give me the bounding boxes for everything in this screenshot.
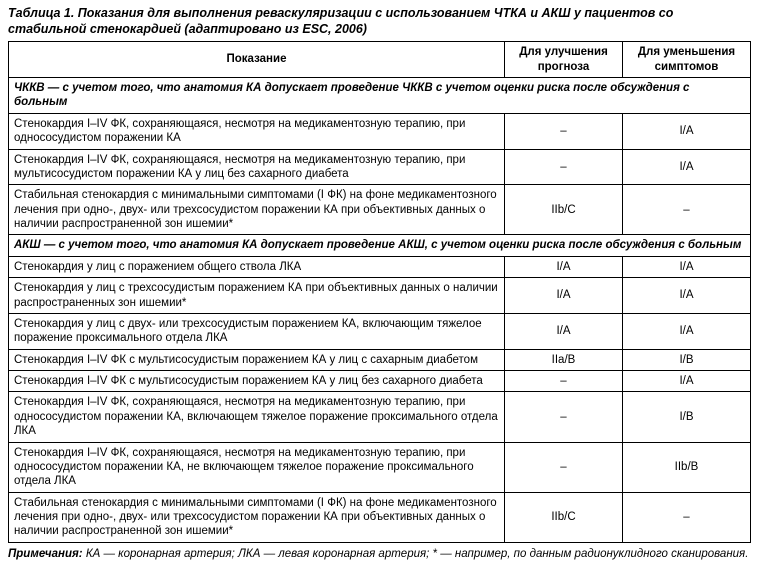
table-row: Стенокардия I–IV ФК, сохраняющаяся, несм… <box>9 442 751 492</box>
header-prognosis: Для улучшения прогноза <box>505 42 623 78</box>
header-indication: Показание <box>9 42 505 78</box>
cell-symptoms: I/A <box>623 113 751 149</box>
cell-symptoms: I/A <box>623 149 751 185</box>
section-cabg-title: АКШ — с учетом того, что анатомия КА доп… <box>9 235 751 256</box>
cell-prognosis: I/A <box>505 256 623 277</box>
cell-prognosis: – <box>505 392 623 442</box>
cell-symptoms: I/A <box>623 313 751 349</box>
cell-prognosis: I/A <box>505 313 623 349</box>
cell-indication: Стенокардия I–IV ФК, сохраняющаяся, несм… <box>9 113 505 149</box>
cell-prognosis: – <box>505 442 623 492</box>
table-row: Стабильная стенокардия с минимальными си… <box>9 185 751 235</box>
table-row: Стенокардия I–IV ФК с мультисосудистым п… <box>9 371 751 392</box>
cell-indication: Стенокардия I–IV ФК, сохраняющаяся, несм… <box>9 442 505 492</box>
cell-symptoms: I/B <box>623 392 751 442</box>
table-row: Стабильная стенокардия с минимальными си… <box>9 492 751 542</box>
notes-body: КА — коронарная артерия; ЛКА — левая кор… <box>83 548 749 560</box>
cell-prognosis: IIb/C <box>505 185 623 235</box>
cell-symptoms: – <box>623 185 751 235</box>
cell-prognosis: – <box>505 371 623 392</box>
cell-indication: Стабильная стенокардия с минимальными си… <box>9 185 505 235</box>
table-row: Стенокардия I–IV ФК, сохраняющаяся, несм… <box>9 392 751 442</box>
cell-symptoms: I/B <box>623 349 751 370</box>
cell-symptoms: – <box>623 492 751 542</box>
cell-indication: Стенокардия I–IV ФК с мультисосудистым п… <box>9 371 505 392</box>
table-row: Стенокардия I–IV ФК, сохраняющаяся, несм… <box>9 113 751 149</box>
section-pci-title: ЧККВ — с учетом того, что анатомия КА до… <box>9 78 751 114</box>
cell-prognosis: IIb/C <box>505 492 623 542</box>
header-symptoms: Для уменьшения симптомов <box>623 42 751 78</box>
cell-prognosis: – <box>505 113 623 149</box>
table-caption: Таблица 1. Показания для выполнения рева… <box>8 6 750 37</box>
cell-indication: Стенокардия у лиц с двух- или трехсосуди… <box>9 313 505 349</box>
cell-symptoms: IIb/B <box>623 442 751 492</box>
cell-indication: Стенокардия I–IV ФК с мультисосудистым п… <box>9 349 505 370</box>
table-row: Стенокардия у лиц с поражением общего ст… <box>9 256 751 277</box>
cell-indication: Стенокардия I–IV ФК, сохраняющаяся, несм… <box>9 392 505 442</box>
indications-table: Показание Для улучшения прогноза Для уме… <box>8 41 751 543</box>
table-notes: Примечания: КА — коронарная артерия; ЛКА… <box>8 547 750 561</box>
section-cabg: АКШ — с учетом того, что анатомия КА доп… <box>9 235 751 256</box>
cell-symptoms: I/A <box>623 371 751 392</box>
cell-symptoms: I/A <box>623 278 751 314</box>
notes-lead: Примечания: <box>8 548 83 560</box>
cell-indication: Стенокардия у лиц с трехсосудистым пораж… <box>9 278 505 314</box>
section-pci: ЧККВ — с учетом того, что анатомия КА до… <box>9 78 751 114</box>
cell-prognosis: – <box>505 149 623 185</box>
table-row: Стенокардия I–IV ФК с мультисосудистым п… <box>9 349 751 370</box>
table-row: Стенокардия у лиц с трехсосудистым пораж… <box>9 278 751 314</box>
header-row: Показание Для улучшения прогноза Для уме… <box>9 42 751 78</box>
cell-indication: Стабильная стенокардия с минимальными си… <box>9 492 505 542</box>
cell-symptoms: I/A <box>623 256 751 277</box>
page: Таблица 1. Показания для выполнения рева… <box>0 0 758 581</box>
cell-prognosis: IIa/B <box>505 349 623 370</box>
cell-prognosis: I/A <box>505 278 623 314</box>
table-row: Стенокардия I–IV ФК, сохраняющаяся, несм… <box>9 149 751 185</box>
cell-indication: Стенокардия у лиц с поражением общего ст… <box>9 256 505 277</box>
cell-indication: Стенокардия I–IV ФК, сохраняющаяся, несм… <box>9 149 505 185</box>
table-row: Стенокардия у лиц с двух- или трехсосуди… <box>9 313 751 349</box>
